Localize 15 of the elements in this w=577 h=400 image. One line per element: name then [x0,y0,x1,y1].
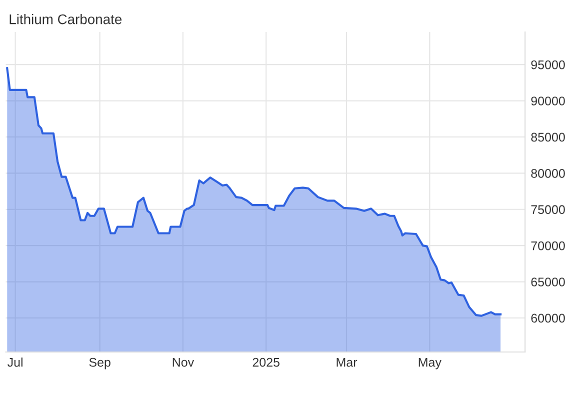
y-tick-label: 70000 [531,241,565,250]
y-tick-label: 80000 [531,168,565,178]
x-tick-label: Nov [172,358,194,367]
y-tick-label: 75000 [531,205,565,214]
y-tick-label: 65000 [531,278,565,286]
y-tick-label: 60000 [531,314,565,323]
chart-title: Lithium Carbonate [10,14,122,24]
x-tick-label: Sep [89,358,110,370]
x-tick-label: Jul [8,358,22,367]
y-tick-label: 90000 [531,96,565,106]
x-tick-label: 2025 [252,358,280,367]
x-tick-label: May [418,358,442,370]
y-tick-label: 95000 [531,60,565,70]
x-tick-label: Mar [336,358,358,367]
y-tick-label: 85000 [531,132,565,142]
